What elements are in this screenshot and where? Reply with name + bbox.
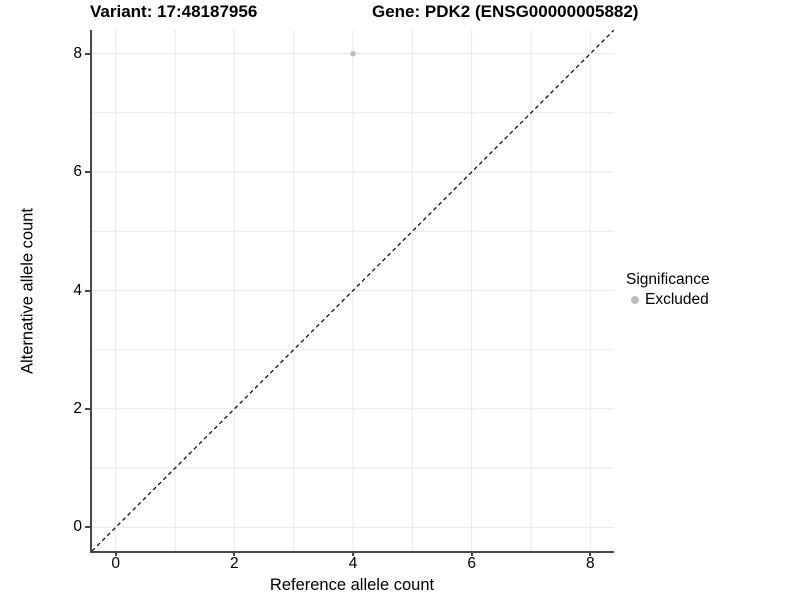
x-tick-mark-6 — [470, 551, 473, 556]
y-tick-label-4: 4 — [73, 281, 82, 299]
y-tick-label-6: 6 — [73, 163, 82, 181]
plot-title-variant: Variant: 17:48187956 — [90, 2, 258, 21]
legend-item-excluded: Excluded — [631, 291, 710, 309]
legend-title: Significance — [626, 271, 710, 288]
x-tick-label-6: 6 — [467, 555, 476, 572]
x-tick-mark-8 — [589, 551, 592, 556]
x-tick-mark-2 — [233, 551, 236, 556]
x-tick-mark-0 — [114, 551, 117, 556]
x-tick-label-4: 4 — [348, 555, 358, 572]
y-tick-label-2: 2 — [73, 399, 82, 417]
legend-item-label: Excluded — [645, 291, 709, 308]
x-tick-label-2: 2 — [230, 555, 239, 572]
x-tick-label-0: 0 — [111, 555, 121, 572]
y-tick-mark-4 — [85, 289, 90, 292]
plot-canvas — [92, 30, 614, 551]
y-tick-mark-8 — [85, 52, 90, 55]
plot-title-gene: Gene: PDK2 (ENSG00000005882) — [372, 2, 639, 21]
legend: Significance Excluded — [626, 270, 710, 309]
y-tick-mark-0 — [85, 526, 90, 529]
identity-line — [92, 30, 614, 551]
x-axis-title: Reference allele count — [269, 576, 435, 594]
y-axis-title: Alternative allele count — [18, 207, 37, 375]
legend-point-icon — [631, 296, 639, 304]
data-point-excluded — [350, 50, 356, 57]
plot-panel — [90, 30, 614, 553]
x-tick-mark-4 — [352, 551, 354, 556]
y-tick-label-0: 0 — [73, 518, 82, 536]
y-tick-mark-2 — [85, 407, 90, 410]
y-tick-label-8: 8 — [73, 44, 82, 62]
y-tick-mark-6 — [85, 171, 90, 174]
x-tick-label-8: 8 — [585, 555, 595, 572]
